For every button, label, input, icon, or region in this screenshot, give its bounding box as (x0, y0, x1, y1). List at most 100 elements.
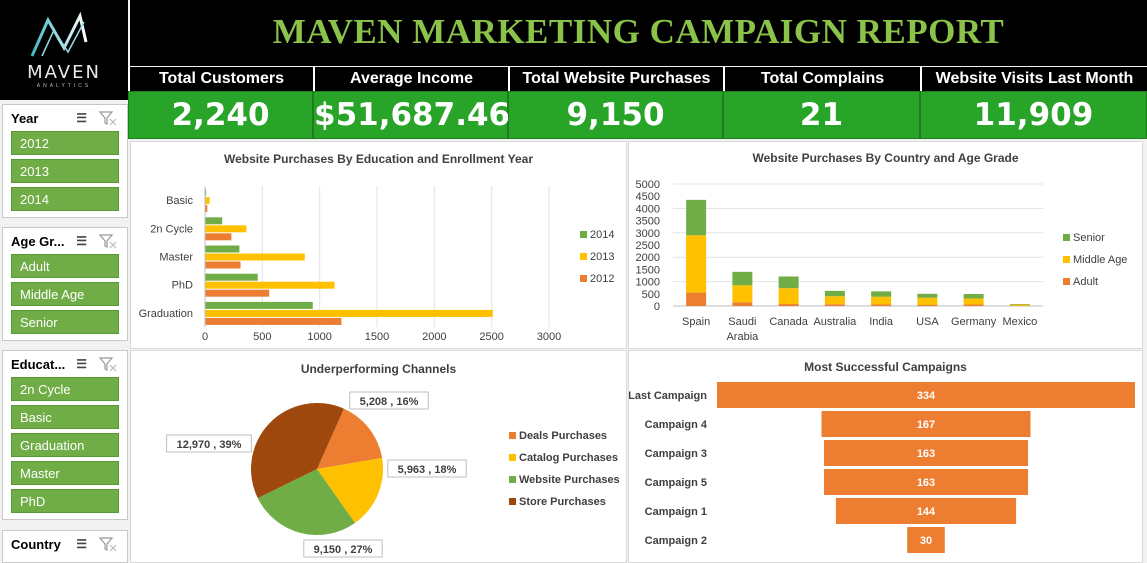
page-title: MAVEN MARKETING CAMPAIGN REPORT (272, 12, 1005, 51)
pie-slice (317, 457, 383, 523)
data-label-box (303, 539, 383, 558)
education-year-chart[interactable]: Website Purchases By Education and Enrol… (130, 141, 627, 349)
x-tick-label: 0 (202, 331, 208, 343)
slicer-item[interactable]: Middle Age (11, 282, 119, 306)
legend-swatch (580, 253, 587, 260)
bar-Middle Age (778, 288, 799, 305)
bar-2012 (205, 233, 232, 241)
x-tick-label: 2000 (422, 331, 446, 343)
bar-2014 (205, 245, 240, 253)
bar-2013 (205, 225, 247, 233)
slicer-item[interactable]: Senior (11, 310, 119, 334)
legend-swatch (509, 454, 516, 461)
slicer-title: Year (11, 110, 39, 126)
slicer-item[interactable]: 2013 (11, 159, 119, 183)
campaign-label: Campaign 1 (645, 506, 707, 518)
kpi-value: 2,240 (128, 91, 313, 139)
clear-filter-icon[interactable] (99, 356, 117, 372)
underperforming-channels-chart[interactable]: Underperforming Channels 5,208 , 16% 5,96… (130, 350, 627, 563)
y-tick-label: 2500 (636, 240, 660, 252)
legend-label: Store Purchases (519, 496, 606, 508)
chart-title: Most Successful Campaigns (804, 360, 967, 374)
slicer-item[interactable]: Master (11, 461, 119, 485)
bar-Middle Age (871, 296, 892, 305)
slicer-item[interactable]: Adult (11, 254, 119, 278)
campaign-bar (821, 411, 1031, 437)
bar-Middle Age (963, 298, 984, 305)
legend-swatch (509, 432, 516, 439)
x-category-label: Arabia (726, 331, 759, 343)
bar-Middle Age (917, 297, 938, 306)
slicer-header: Age Gr... ☰ (3, 228, 127, 254)
kpi-total-complains: Total Complains 21 (723, 67, 920, 139)
x-category-label: Saudi (728, 316, 756, 328)
pie-slice (317, 408, 383, 469)
country-age-chart[interactable]: Website Purchases By Country and Age Gra… (628, 141, 1143, 349)
clear-filter-icon[interactable] (99, 110, 117, 126)
country-age-chart-svg: 0500100015002000250030003500400045005000… (636, 179, 1128, 343)
bar-2013 (205, 281, 335, 289)
legend-label: Deals Purchases (519, 430, 607, 442)
multi-select-icon[interactable]: ☰ (76, 234, 87, 248)
y-tick-label: 3500 (636, 216, 660, 228)
bar-2013 (205, 253, 305, 261)
bar-2012 (205, 205, 208, 213)
data-label: 30 (920, 535, 932, 547)
bar-Senior (871, 291, 892, 297)
slicer-item[interactable]: Basic (11, 405, 119, 429)
bar-Adult (824, 304, 845, 306)
multi-select-icon[interactable]: ☰ (76, 357, 87, 371)
bar-Adult (871, 304, 892, 306)
data-label-box (166, 434, 252, 453)
data-label: 144 (917, 506, 936, 518)
logo-subtitle: ANALYTICS (36, 83, 92, 89)
legend-swatch (1063, 234, 1070, 241)
slicer-item[interactable]: 2n Cycle (11, 377, 119, 401)
bar-2012 (205, 261, 241, 269)
legend-swatch (580, 275, 587, 282)
x-category-label: Germany (951, 316, 997, 328)
bar-2014 (205, 217, 223, 225)
title-bar: MAVEN MARKETING CAMPAIGN REPORT (130, 0, 1147, 66)
slicer-item[interactable]: Graduation (11, 433, 119, 457)
x-category-label: Spain (682, 316, 710, 328)
bar-Senior (778, 276, 799, 289)
campaign-label: Last Campaign (629, 390, 707, 402)
y-tick-label: 5000 (636, 179, 660, 191)
kpi-label: Total Customers (128, 67, 313, 91)
y-tick-label: 0 (654, 301, 660, 313)
slicer-item[interactable]: PhD (11, 489, 119, 513)
kpi-total-website-purchases: Total Website Purchases 9,150 (508, 67, 723, 139)
y-tick-label: 1000 (636, 277, 660, 289)
campaign-label: Campaign 5 (645, 477, 707, 489)
multi-select-icon[interactable]: ☰ (76, 537, 87, 551)
legend-swatch (580, 231, 587, 238)
x-tick-label: 500 (253, 331, 271, 343)
bar-Adult (732, 302, 753, 306)
x-tick-label: 1000 (307, 331, 331, 343)
legend-label: Adult (1073, 276, 1098, 288)
slicer-title: Country (11, 536, 61, 552)
clear-filter-icon[interactable] (99, 233, 117, 249)
bar-Senior (686, 199, 707, 236)
slicer-item[interactable]: 2012 (11, 131, 119, 155)
slicer-year: Year ☰ 2012 2013 2014 (2, 104, 128, 218)
bar-2012 (205, 317, 342, 325)
legend-label: 2014 (590, 229, 614, 241)
bar-Adult (917, 305, 938, 306)
y-tick-label: 500 (642, 289, 660, 301)
education-year-chart-svg: 0 500 1000 1500 2000 2500 3000 Basic 2n Cycle Mas… (139, 186, 614, 343)
slicer-item[interactable]: 2014 (11, 187, 119, 211)
kpi-label: Average Income (313, 67, 508, 91)
bar-Senior (917, 293, 938, 298)
maven-logo-icon (30, 12, 88, 57)
slicer-title: Age Gr... (11, 233, 65, 249)
kpi-label: Website Visits Last Month (920, 67, 1147, 91)
legend-label: 2013 (590, 251, 614, 263)
clear-filter-icon[interactable] (99, 536, 117, 552)
campaign-bar (824, 440, 1028, 466)
bar-2012 (205, 289, 270, 297)
successful-campaigns-chart[interactable]: Most Successful Campaigns 334 Last Campai… (628, 350, 1143, 563)
multi-select-icon[interactable]: ☰ (76, 111, 87, 125)
successful-campaigns-svg: 334 Last Campaign 167 Campaign 4 163 Campaign… (629, 382, 1135, 553)
